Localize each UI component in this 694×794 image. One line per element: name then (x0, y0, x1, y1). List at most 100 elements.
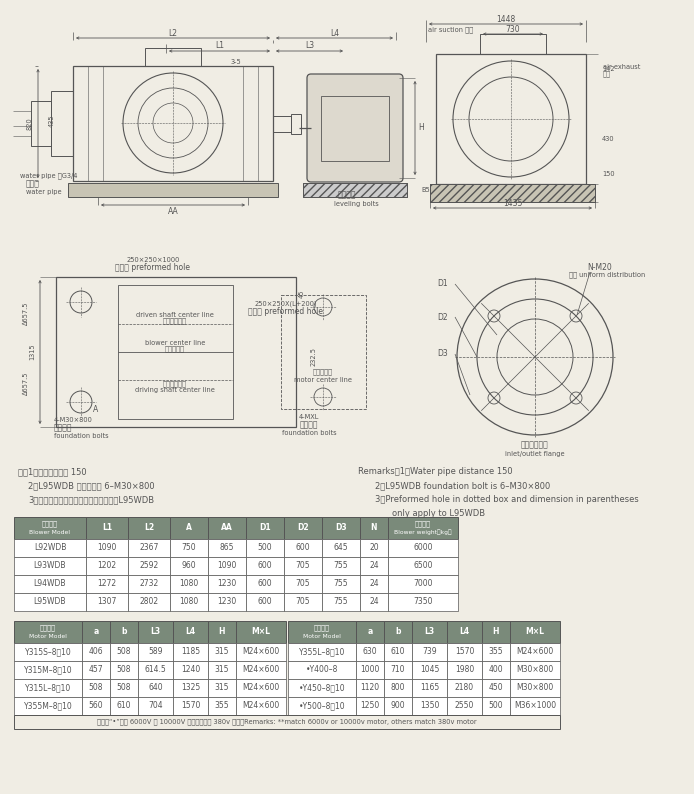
Bar (412, 643, 447, 661)
Text: Y315S–8，10: Y315S–8，10 (24, 647, 71, 657)
Bar (412, 697, 447, 715)
Text: 250×250X(L+200): 250×250X(L+200) (255, 301, 317, 307)
Bar (118, 285, 233, 419)
Text: 7350: 7350 (413, 598, 433, 607)
Text: 3-5: 3-5 (230, 59, 242, 65)
Text: 预留孔 preformed hole: 预留孔 preformed hole (248, 307, 323, 317)
Text: 560: 560 (89, 702, 103, 711)
Text: L3: L3 (151, 627, 160, 637)
Bar (82, 661, 110, 679)
Text: 755: 755 (334, 580, 348, 588)
Text: 1230: 1230 (217, 580, 237, 588)
Bar (128, 575, 170, 593)
Text: 1165: 1165 (420, 684, 439, 692)
Bar (14, 697, 82, 715)
Text: 1000: 1000 (360, 665, 380, 674)
Bar (31, 101, 51, 146)
Bar (208, 697, 236, 715)
Bar (322, 539, 360, 557)
Text: 4-M30×800: 4-M30×800 (54, 417, 93, 423)
Bar (208, 575, 246, 593)
Bar (138, 661, 173, 679)
Bar (360, 539, 388, 557)
Bar (236, 661, 286, 679)
Text: 900: 900 (391, 702, 405, 711)
Text: L3: L3 (305, 41, 314, 51)
Text: 610: 610 (391, 647, 405, 657)
Text: L2: L2 (144, 523, 154, 533)
Bar (447, 679, 482, 697)
Bar (86, 517, 128, 539)
Text: 450: 450 (489, 684, 503, 692)
Text: D1: D1 (259, 523, 271, 533)
Text: 150: 150 (602, 171, 615, 177)
Text: 排气: 排气 (603, 71, 611, 77)
Text: 508: 508 (117, 684, 131, 692)
Text: 406: 406 (89, 647, 103, 657)
Bar (208, 593, 246, 611)
Text: 1315: 1315 (29, 344, 35, 360)
Bar (303, 183, 407, 197)
Text: 1120: 1120 (360, 684, 380, 692)
Bar (356, 661, 384, 679)
Text: water pipe: water pipe (26, 189, 62, 195)
Bar (208, 643, 236, 661)
Bar (14, 517, 86, 539)
Text: 315: 315 (214, 647, 229, 657)
Text: L92WDB: L92WDB (34, 544, 66, 553)
Text: A: A (94, 406, 99, 414)
Bar (447, 697, 482, 715)
Bar (510, 679, 560, 697)
Bar (482, 621, 510, 643)
Text: 435: 435 (49, 114, 55, 127)
Bar (68, 183, 278, 197)
Bar (303, 183, 407, 197)
Bar (170, 517, 208, 539)
Text: foundation bolts: foundation bolts (54, 433, 109, 439)
Bar (138, 621, 173, 643)
Text: 风机中心线: 风机中心线 (165, 345, 185, 353)
Bar (388, 517, 458, 539)
Text: 710: 710 (391, 665, 405, 674)
Bar (128, 557, 170, 575)
Text: 1307: 1307 (97, 598, 117, 607)
Text: 704: 704 (149, 702, 163, 711)
Text: 预留孔 preformed hole: 预留孔 preformed hole (115, 264, 190, 272)
Bar (14, 557, 86, 575)
Bar (322, 557, 360, 575)
Text: Y355M–8，10: Y355M–8，10 (24, 702, 72, 711)
Text: driven shaft center line: driven shaft center line (136, 312, 214, 318)
Text: 705: 705 (296, 561, 310, 571)
Bar (86, 539, 128, 557)
Text: 315: 315 (214, 684, 229, 692)
Text: L1: L1 (102, 523, 112, 533)
Text: •Y450–8，10: •Y450–8，10 (298, 684, 346, 692)
Text: 注：带“•”选用 6000V 或 10000V 电机，其余为 380v 电机。Remarks: **match 6000v or 10000v motor, o: 注：带“•”选用 6000V 或 10000V 电机，其余为 380v 电机。R… (97, 719, 477, 725)
Bar (56, 277, 296, 427)
Bar (246, 517, 284, 539)
Text: 电机型号: 电机型号 (314, 625, 330, 631)
Text: 1240: 1240 (181, 665, 200, 674)
Text: N: N (371, 523, 378, 533)
Text: 1230: 1230 (217, 598, 237, 607)
Text: 1202: 1202 (97, 561, 117, 571)
Bar (384, 643, 412, 661)
Bar (170, 557, 208, 575)
Bar (208, 557, 246, 575)
Bar (173, 661, 208, 679)
Bar (284, 557, 322, 575)
Text: 610: 610 (117, 702, 131, 711)
Text: 2732: 2732 (139, 580, 159, 588)
Bar (173, 679, 208, 697)
Text: 2180: 2180 (455, 684, 474, 692)
Text: 1350: 1350 (420, 702, 439, 711)
Bar (14, 643, 82, 661)
Bar (281, 295, 366, 409)
Bar (82, 679, 110, 697)
Bar (384, 697, 412, 715)
Bar (447, 661, 482, 679)
Bar (128, 593, 170, 611)
Text: 800: 800 (391, 684, 405, 692)
Bar (14, 715, 560, 729)
Text: 1045: 1045 (420, 665, 439, 674)
